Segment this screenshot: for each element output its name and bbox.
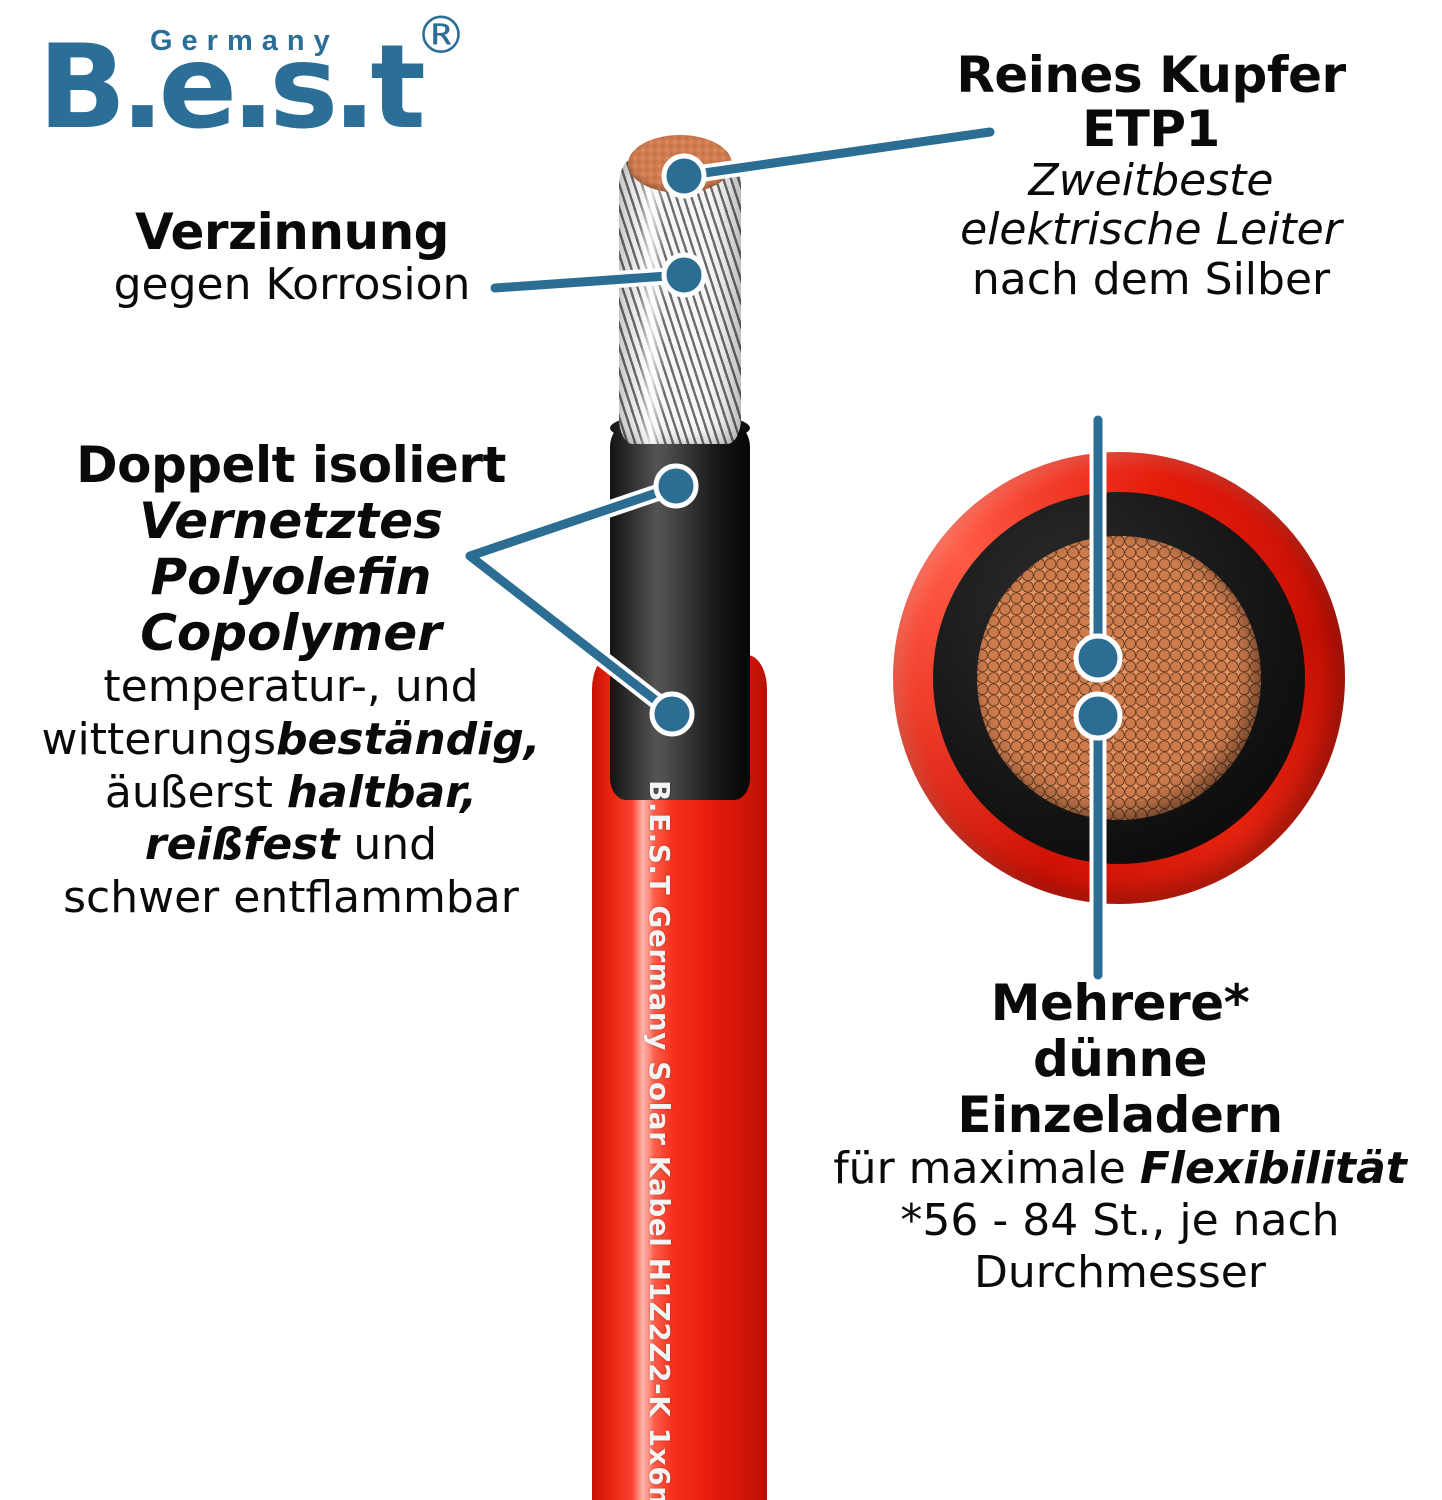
callout-insulation-heading: Doppelt isoliert [76, 436, 506, 494]
cable-tinned-strands [619, 159, 741, 444]
callout-insulation-body-line5: schwer entflammbar [63, 872, 519, 924]
cable-printed-marking: B.E.S.T Germany Solar Kabel H1Z2Z2-K 1x6… [643, 780, 676, 1500]
callout-insulation-material-line2: Polyolefin [150, 548, 432, 606]
callout-insulation-body-line4-plain: und [339, 819, 438, 871]
callout-insulation-body-line2: witterungsbeständig, [6, 714, 576, 767]
callout-tinning-body: gegen Korrosion [113, 259, 471, 310]
callout-double-insulated: Doppelt isoliert Vernetztes Polyolefin C… [6, 438, 576, 925]
callout-insulation-body-line3-plain: äußerst [104, 766, 287, 818]
callout-insulation-body-line2-plain: witterungs [41, 713, 277, 765]
callout-copper-heading-line1: Reines Kupfer [956, 46, 1346, 104]
callout-insulation-material-line1: Vernetztes [139, 492, 443, 550]
callout-strands-body-line2: *56 - 84 St., je nach [900, 1194, 1340, 1246]
callout-insulation-body-line3-bold: haltbar, [286, 766, 478, 818]
cross-section-copper-strands [977, 536, 1261, 820]
callout-copper-body-line3: nach dem Silber [971, 253, 1331, 305]
cable-copper-core-face [628, 135, 732, 193]
callout-tinning: Verzinnung gegen Korrosion [52, 205, 532, 311]
cable-cross-section [893, 452, 1345, 904]
callout-strands-heading-line3: Einzeladern [957, 1086, 1283, 1144]
callout-copper-body-line1: Zweitbeste [1028, 155, 1274, 206]
callout-multiple-strands: Mehrere* dünne Einzeladern für maximale … [800, 975, 1440, 1299]
registered-trademark-icon: ® [415, 6, 467, 66]
callout-strands-heading-line2: dünne [1033, 1030, 1208, 1088]
callout-tinning-heading: Verzinnung [135, 203, 449, 261]
logo-germany-text: Germany [150, 25, 339, 57]
brand-logo: Germany B.e.s.t ® [38, 8, 468, 158]
logo-best-text: B.e.s.t [38, 20, 426, 155]
callout-insulation-material-line3: Copolymer [140, 604, 442, 662]
cable-black-insulation [610, 425, 750, 800]
callout-strands-body-line1: für maximale Flexibilität [800, 1143, 1440, 1195]
callout-insulation-body-line2-bold: beständig, [276, 713, 541, 765]
callout-copper-heading-line2: ETP1 [1082, 100, 1220, 158]
callout-strands-body-line1-plain: für maximale [833, 1143, 1140, 1194]
callout-insulation-body-line1: temperatur-, und [103, 661, 479, 712]
callout-insulation-body-line4: reißfest und [6, 819, 576, 872]
callout-strands-body-line1-italic: Flexibilität [1139, 1143, 1407, 1194]
callout-pure-copper: Reines Kupfer ETP1 Zweitbeste elektrisch… [862, 48, 1440, 304]
callout-strands-heading-line1: Mehrere* [990, 974, 1250, 1032]
callout-copper-body-line2: elektrische Leiter [960, 204, 1342, 256]
callout-insulation-body-line4-bold: reißfest [144, 819, 340, 871]
callout-insulation-body-line3: äußerst haltbar, [6, 767, 576, 820]
cable-cutaway-illustration: B.E.S.T Germany Solar Kabel H1Z2Z2-K 1x6… [592, 135, 767, 1500]
callout-strands-body-line3: Durchmesser [974, 1246, 1266, 1298]
